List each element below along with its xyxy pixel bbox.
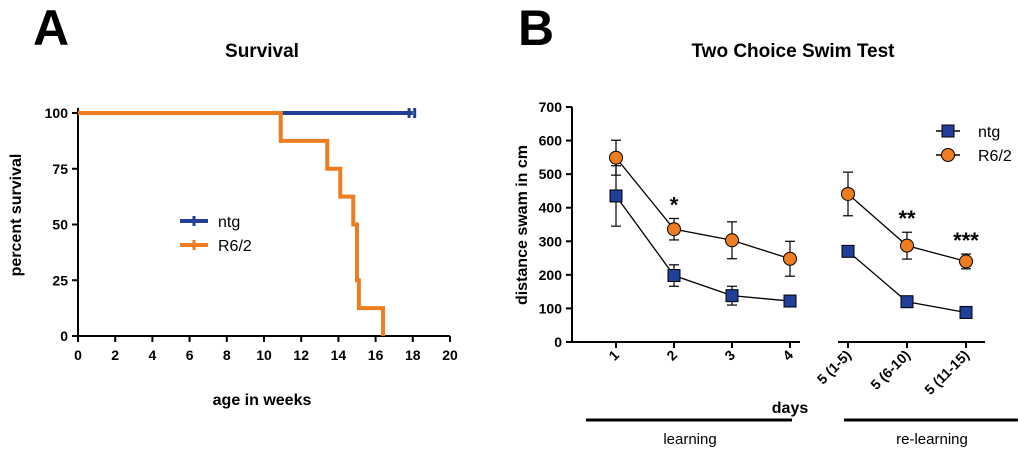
survival-x-tick-label: 2 bbox=[111, 347, 119, 363]
panel-a-letter: A bbox=[33, 0, 69, 56]
swim-point-ntg bbox=[959, 305, 973, 319]
swim-point-r62 bbox=[959, 254, 973, 269]
swim-line-r62 bbox=[615, 157, 791, 260]
swim-significance-mark: ** bbox=[898, 206, 916, 231]
swim-point-ntg bbox=[900, 295, 914, 309]
survival-title: Survival bbox=[225, 41, 299, 62]
group-brackets: learning re-learning bbox=[586, 418, 1018, 448]
survival-x-tick-label: 0 bbox=[74, 347, 82, 363]
swim-x-tick-label: 5 (1-5) bbox=[814, 347, 854, 387]
swim-point-ntg bbox=[841, 244, 855, 258]
survival-legend: ntg R6/2 bbox=[180, 214, 252, 255]
swim-y-tick-label: 500 bbox=[539, 166, 563, 182]
swim-point-r62 bbox=[609, 150, 623, 165]
survival-y-tick-label: 75 bbox=[52, 161, 68, 177]
swim-x-tick-label: 2 bbox=[663, 347, 680, 364]
survival-x-tick-label: 18 bbox=[405, 347, 421, 363]
swim-x-tick-label: 5 (11-15) bbox=[921, 347, 972, 398]
swim-point-r62 bbox=[900, 238, 914, 253]
survival-y-tick-label: 50 bbox=[52, 217, 68, 233]
legend-ntg-label: ntg bbox=[978, 124, 1000, 141]
swim-point-r62 bbox=[725, 233, 739, 248]
survival-x-tick-label: 20 bbox=[442, 347, 458, 363]
swim-point-ntg bbox=[667, 269, 681, 283]
survival-x-tick-label: 8 bbox=[223, 347, 231, 363]
survival-curve-r62 bbox=[78, 111, 386, 336]
survival-axes: 0 2 4 6 8 10 12 14 16 18 20 0 25 50 75 100 bbox=[45, 105, 458, 363]
survival-y-tick-label: 100 bbox=[45, 105, 69, 121]
swim-line-ntg bbox=[615, 195, 791, 302]
survival-y-tick-label: 0 bbox=[60, 328, 68, 344]
legend-r62-circle-marker bbox=[941, 148, 955, 162]
legend-ntg-label: ntg bbox=[218, 214, 240, 231]
learning-label: learning bbox=[663, 431, 716, 448]
survival-x-tick-label: 10 bbox=[256, 347, 272, 363]
survival-x-tick-label: 6 bbox=[186, 347, 194, 363]
survival-x-tick-label: 16 bbox=[368, 347, 384, 363]
swim-point-ntg bbox=[783, 294, 797, 308]
swim-y-tick-label: 200 bbox=[539, 267, 563, 283]
swim-x-tick-label: 4 bbox=[779, 347, 796, 364]
swim-significance-mark: *** bbox=[953, 228, 979, 253]
swim-point-ntg bbox=[725, 289, 739, 303]
swim-x-tick-label: 3 bbox=[721, 347, 738, 364]
swim-x-title: days bbox=[772, 400, 809, 417]
panel-b-letter: B bbox=[518, 0, 554, 56]
swim-y-tick-label: 0 bbox=[554, 334, 562, 350]
swim-legend: ntg R6/2 bbox=[936, 124, 1012, 165]
swim-y-tick-label: 100 bbox=[539, 300, 563, 316]
survival-x-tick-label: 14 bbox=[331, 347, 347, 363]
swim-y-title: distance swam in cm bbox=[514, 145, 531, 305]
swim-plot: ****** bbox=[609, 139, 979, 319]
relearning-label: re-learning bbox=[896, 431, 968, 448]
legend-r62-label: R6/2 bbox=[218, 238, 252, 255]
legend-ntg-square-marker bbox=[941, 124, 955, 138]
swim-point-r62 bbox=[783, 251, 797, 266]
swim-point-ntg bbox=[609, 189, 623, 203]
swim-y-tick-label: 400 bbox=[539, 200, 563, 216]
swim-y-tick-label: 700 bbox=[539, 99, 563, 115]
survival-plot bbox=[78, 108, 417, 336]
survival-x-tick-label: 12 bbox=[293, 347, 309, 363]
swim-point-r62 bbox=[841, 186, 855, 201]
survival-x-title: age in weeks bbox=[213, 392, 312, 409]
survival-y-tick-label: 25 bbox=[52, 272, 68, 288]
swim-y-tick-label: 600 bbox=[539, 133, 563, 149]
swim-x-tick-label: 5 (6-10) bbox=[867, 347, 913, 393]
survival-x-tick-label: 4 bbox=[149, 347, 157, 363]
swim-significance-mark: * bbox=[670, 192, 679, 217]
swim-title: Two Choice Swim Test bbox=[691, 41, 895, 62]
swim-x-tick-label: 1 bbox=[605, 347, 622, 364]
swim-point-r62 bbox=[667, 222, 681, 237]
legend-r62-label: R6/2 bbox=[978, 148, 1012, 165]
survival-y-title: percent survival bbox=[8, 154, 25, 277]
swim-y-tick-label: 300 bbox=[539, 233, 563, 249]
